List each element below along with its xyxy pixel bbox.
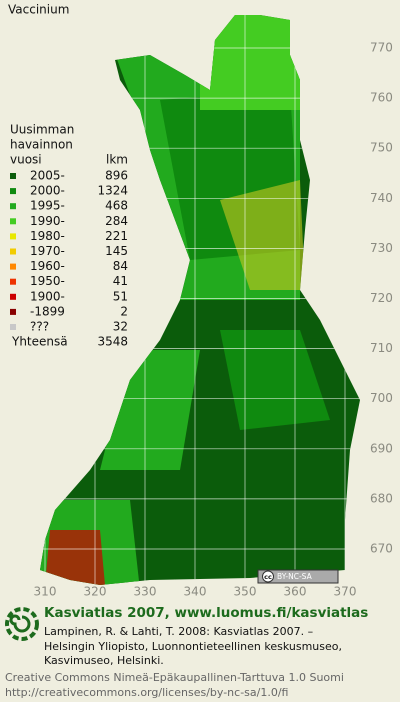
legend-label: 1950- (30, 274, 65, 288)
y-coordinate-label: 710 (370, 341, 393, 355)
legend-label: 1980- (30, 229, 65, 243)
legend-swatch (10, 203, 16, 210)
legend-count: 51 (113, 289, 128, 303)
legend-count: 84 (113, 259, 128, 273)
y-coordinate-label: 670 (370, 542, 393, 556)
legend-heading: havainnon (10, 138, 73, 152)
legend-heading: Uusimman (10, 123, 74, 137)
legend-label: ??? (30, 320, 49, 334)
legend-total: 3548 (97, 335, 128, 349)
legend-count: 896 (105, 169, 128, 183)
legend-count: 32 (113, 320, 128, 334)
logo (5, 607, 39, 641)
legend-swatch (10, 248, 16, 255)
legend-label: 2005- (30, 169, 65, 183)
x-coordinate-label: 340 (184, 585, 207, 599)
y-coordinate-label: 770 (370, 41, 393, 55)
legend-label: 1970- (30, 244, 65, 258)
legend-count: 468 (105, 199, 128, 213)
legend-swatch (10, 293, 16, 300)
legend-label: 2000- (30, 184, 65, 198)
legend-total-label: Yhteensä (11, 335, 68, 349)
legend-swatch (10, 173, 16, 179)
legend-count: 145 (105, 244, 128, 258)
y-coordinate-label: 730 (370, 241, 393, 255)
x-coordinate-label: 370 (334, 585, 357, 599)
cc-badge: cc BY-NC-SA (257, 569, 339, 584)
y-coordinate-label: 690 (370, 441, 393, 455)
legend-swatch (10, 218, 16, 225)
map-region (200, 15, 300, 110)
x-coordinate-label: 310 (34, 585, 57, 599)
x-coordinate-label: 350 (234, 585, 257, 599)
map-region (45, 530, 105, 585)
legend-swatch (10, 233, 16, 240)
legend-swatch (10, 263, 16, 270)
y-coordinate-label: 740 (370, 191, 393, 205)
legend-label: 1990- (30, 214, 65, 228)
map-region (220, 330, 330, 430)
y-coordinate-label: 760 (370, 91, 393, 105)
legend-swatch (10, 308, 16, 315)
badge-icon: cc (264, 573, 272, 581)
y-coordinate-label: 720 (370, 291, 393, 305)
citation: Kasvimuseo, Helsinki. (44, 654, 164, 667)
legend-count: 284 (105, 214, 128, 228)
legend-label: 1960- (30, 259, 65, 273)
legend-heading: vuosi (10, 153, 42, 167)
species-title: Vaccinium (8, 3, 69, 17)
site-title: Kasviatlas 2007, www.luomus.fi/kasviatla… (44, 605, 368, 621)
badge-box (257, 569, 339, 584)
citation: Lampinen, R. & Lahti, T. 2008: Kasviatla… (44, 625, 313, 638)
legend-count: 1324 (97, 184, 128, 198)
x-coordinate-label: 360 (284, 585, 307, 599)
citation: Helsingin Yliopisto, Luonnontieteellinen… (44, 640, 342, 653)
legend-label: -1899 (30, 304, 65, 318)
y-coordinate-label: 700 (370, 391, 393, 405)
x-coordinate-label: 330 (134, 585, 157, 599)
legend: Uusimman havainnon vuosi lkm 2005- 896 200… (10, 123, 128, 349)
logo-ring (5, 607, 39, 641)
legend-label: 1995- (30, 199, 65, 213)
y-coordinate-label: 750 (370, 141, 393, 155)
legend-count: 41 (113, 274, 128, 288)
badge-label: BY-NC-SA (277, 572, 313, 581)
license: Creative Commons Nimeä-Epäkaupallinen-Ta… (5, 671, 344, 684)
x-coordinate-label: 320 (84, 585, 107, 599)
y-coordinate-label: 680 (370, 491, 393, 505)
legend-swatch (10, 324, 16, 330)
legend-count: 221 (105, 229, 128, 243)
badge-circle (262, 570, 274, 583)
legend-count-heading: lkm (106, 153, 128, 167)
legend-count: 2 (120, 304, 128, 318)
logo-swirl (9, 614, 31, 633)
legend-label: 1900- (30, 289, 65, 303)
legend-swatch (10, 188, 16, 195)
map-region (220, 180, 305, 290)
legend-swatch (10, 278, 16, 285)
license: http://creativecommons.org/licenses/by-n… (5, 686, 288, 699)
